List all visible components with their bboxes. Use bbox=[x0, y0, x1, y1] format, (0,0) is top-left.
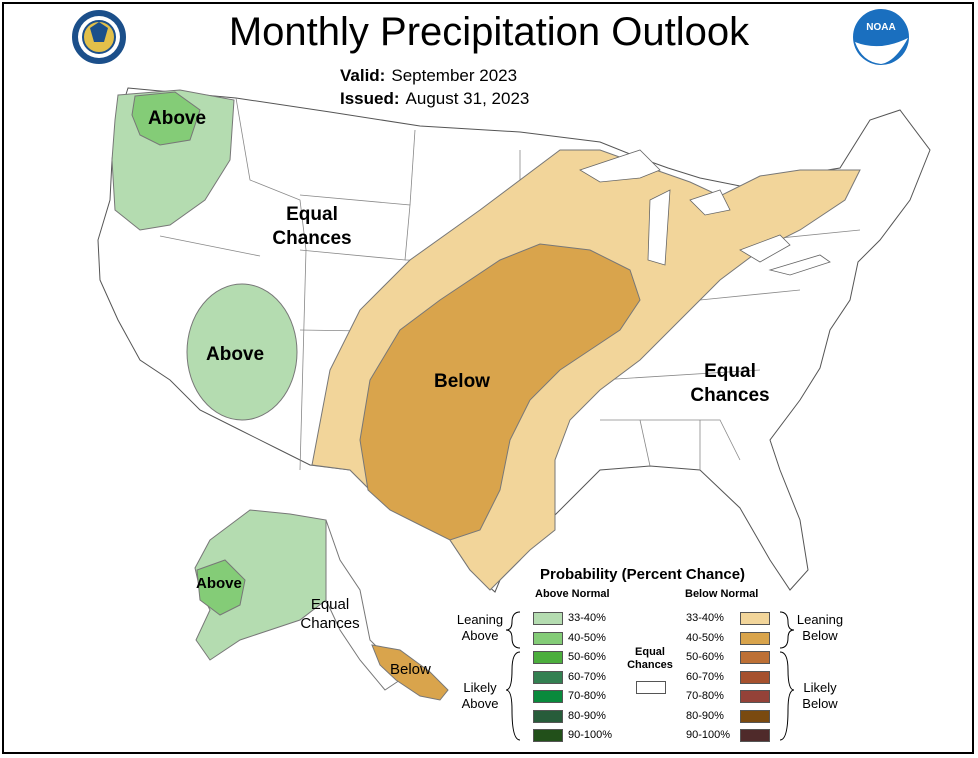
ak-above-label: Above bbox=[196, 575, 242, 592]
legend-likely-below: Likely Below bbox=[790, 680, 850, 712]
valid-row: Valid: September 2023 bbox=[340, 66, 517, 86]
leaning-above-line1: Leaning bbox=[456, 612, 504, 627]
noaa-logo-text: NOAA bbox=[866, 22, 895, 33]
central-below-label: Below bbox=[434, 371, 490, 392]
legend-braces bbox=[505, 611, 795, 741]
legend-below-swatch bbox=[740, 651, 770, 664]
legend: Probability (Percent Chance) Above Norma… bbox=[440, 560, 843, 750]
legend-below-swatch bbox=[740, 612, 770, 625]
nw-above-label: Above bbox=[148, 108, 207, 129]
likely-below-line1: Likely bbox=[803, 680, 837, 695]
legend-below-range: 90-100% bbox=[686, 729, 731, 741]
legend-above-swatch bbox=[533, 690, 563, 703]
legend-above-header: Above Normal bbox=[535, 588, 610, 600]
legend-above-swatch bbox=[533, 631, 563, 645]
page-title: Monthly Precipitation Outlook bbox=[228, 10, 750, 54]
leaning-below-line2: Below bbox=[802, 628, 838, 643]
legend-above-swatch bbox=[533, 651, 563, 664]
legend-equal-swatch bbox=[636, 681, 666, 694]
legend-above-swatch bbox=[533, 612, 563, 625]
legend-above-range: 90-100% bbox=[568, 729, 613, 741]
legend-below-range: 80-90% bbox=[686, 709, 724, 722]
legend-above-swatch bbox=[533, 729, 563, 742]
issued-value: August 31, 2023 bbox=[405, 89, 530, 108]
commerce-seal-logo bbox=[70, 8, 128, 66]
legend-below-range: 70-80% bbox=[686, 690, 724, 702]
alaska-above-core-region bbox=[196, 559, 246, 616]
legend-below-range: 33-40% bbox=[686, 612, 724, 624]
issued-label: Issued: bbox=[340, 89, 400, 108]
legend-below-range: 50-60% bbox=[686, 651, 724, 663]
legend-below-swatch bbox=[740, 631, 770, 645]
west-above-label: Above bbox=[206, 344, 265, 365]
below-core-region bbox=[359, 243, 641, 541]
legend-above-range: 80-90% bbox=[568, 709, 606, 722]
equal-label-line2: Chances bbox=[627, 659, 673, 671]
legend-likely-above: Likely Above bbox=[450, 680, 510, 712]
leaning-below-line1: Leaning bbox=[796, 612, 844, 627]
legend-below-header: Below Normal bbox=[685, 588, 759, 600]
ak-equal-label: Equal Chances bbox=[292, 595, 368, 633]
equal-label-line1: Equal bbox=[635, 646, 665, 658]
valid-label: Valid: bbox=[340, 66, 386, 85]
legend-above-swatch bbox=[533, 670, 563, 684]
legend-below-range: 40-50% bbox=[686, 631, 724, 644]
great-lakes bbox=[579, 149, 831, 276]
legend-above-range: 33-40% bbox=[568, 612, 606, 624]
legend-above-swatch bbox=[533, 709, 563, 723]
ak-equal-label-line1: Equal bbox=[310, 596, 350, 613]
valid-value: September 2023 bbox=[391, 66, 518, 85]
legend-equal-label: Equal Chances bbox=[624, 646, 676, 672]
legend-leaning-below: Leaning Below bbox=[790, 612, 850, 644]
legend-above-range: 70-80% bbox=[568, 690, 606, 702]
ak-equal-label-line2: Chances bbox=[300, 615, 360, 632]
west-equal-label-line1: Equal bbox=[286, 204, 338, 225]
likely-above-line1: Likely bbox=[463, 680, 497, 695]
legend-below-swatch bbox=[740, 670, 770, 684]
west-equal-label: Equal Chances bbox=[272, 203, 352, 251]
ak-below-label: Below bbox=[390, 661, 431, 678]
legend-title: Probability (Percent Chance) bbox=[540, 566, 746, 583]
west-above-region bbox=[186, 283, 298, 421]
east-equal-label: Equal Chances bbox=[680, 360, 780, 408]
likely-below-line2: Below bbox=[802, 696, 838, 711]
legend-leaning-above: Leaning Above bbox=[450, 612, 510, 644]
alaska-below-region bbox=[371, 644, 449, 701]
legend-above-range: 50-60% bbox=[568, 651, 606, 663]
leaning-above-line2: Above bbox=[461, 628, 499, 643]
noaa-logo: NOAA bbox=[853, 9, 909, 65]
legend-below-swatch bbox=[740, 729, 770, 742]
legend-below-swatch bbox=[740, 709, 770, 723]
east-equal-label-line2: Chances bbox=[690, 385, 770, 406]
legend-below-range: 60-70% bbox=[686, 670, 724, 683]
east-equal-label-line1: Equal bbox=[704, 361, 756, 382]
west-equal-label-line2: Chances bbox=[272, 228, 352, 249]
issued-row: Issued: August 31, 2023 bbox=[340, 89, 529, 109]
legend-below-swatch bbox=[740, 690, 770, 703]
likely-above-line2: Above bbox=[461, 696, 499, 711]
legend-above-range: 40-50% bbox=[568, 631, 606, 644]
legend-above-range: 60-70% bbox=[568, 670, 606, 683]
nw-above-core-region bbox=[131, 91, 201, 146]
